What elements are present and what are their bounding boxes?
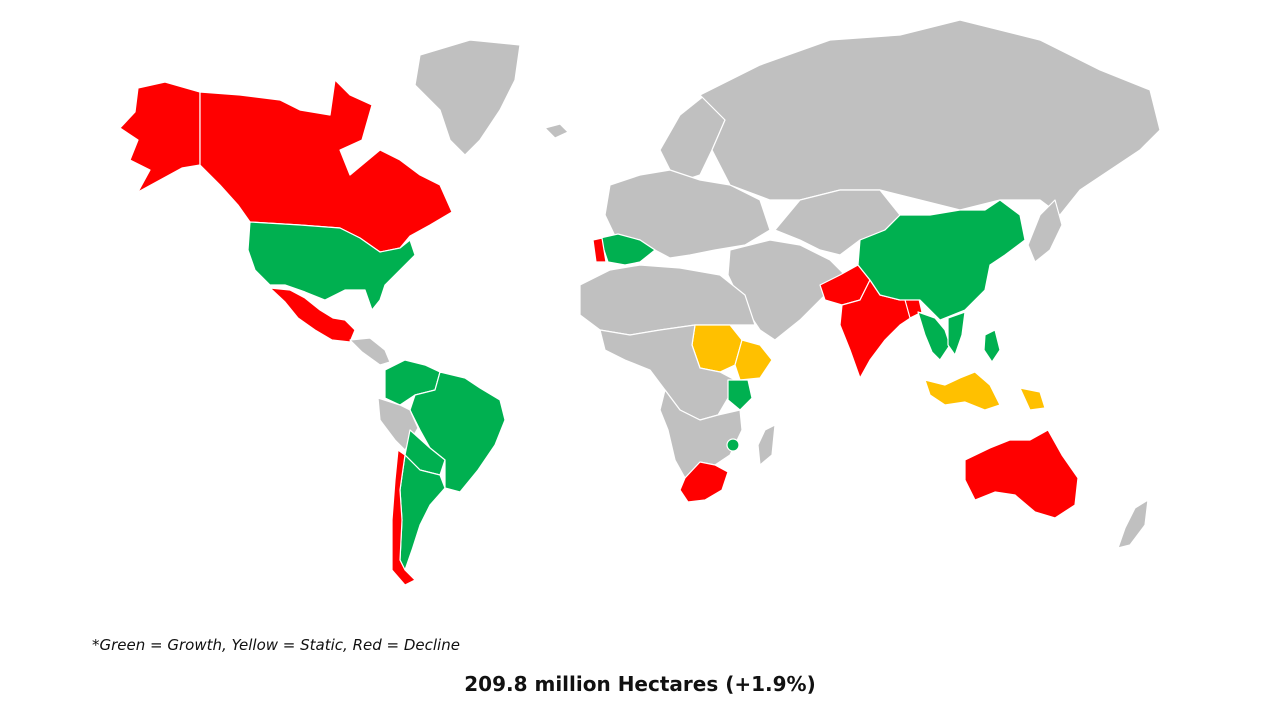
map-region-mozambique-point <box>726 438 740 452</box>
total-area-label: 209.8 million Hectares (+1.9%) <box>464 672 816 696</box>
map-region-chile <box>391 449 416 586</box>
map-region-myanmar-thailand <box>917 311 951 361</box>
map-region-canada <box>199 79 453 253</box>
map-region-russia <box>699 19 1161 216</box>
map-region-iceland <box>544 123 569 139</box>
map-region-papua-new-guinea <box>1019 387 1046 411</box>
map-region-united-states <box>247 221 416 311</box>
map-region-central-america <box>349 337 391 366</box>
map-region-philippines <box>983 329 1001 363</box>
map-region-madagascar <box>757 424 776 466</box>
legend-note: *Green = Growth, Yellow = Static, Red = … <box>92 636 460 654</box>
map-region-new-zealand <box>1117 499 1149 549</box>
map-region-alaska <box>119 81 201 193</box>
map-region-spain <box>599 233 656 266</box>
map-region-southern-africa <box>659 389 743 479</box>
map-region-indonesia <box>924 371 1001 411</box>
map-region-portugal <box>592 237 607 263</box>
map-region-china <box>857 199 1026 321</box>
map-region-kenya <box>727 379 753 411</box>
map-region-ethiopia <box>734 339 773 381</box>
map-region-australia <box>964 429 1079 519</box>
map-region-greenland <box>414 39 521 156</box>
map-region-mexico <box>269 287 356 343</box>
world-map <box>119 19 1161 586</box>
map-region-south-africa <box>679 461 729 503</box>
map-region-brazil <box>409 371 506 493</box>
map-region-vietnam <box>947 311 966 356</box>
map-region-japan <box>1027 199 1063 263</box>
